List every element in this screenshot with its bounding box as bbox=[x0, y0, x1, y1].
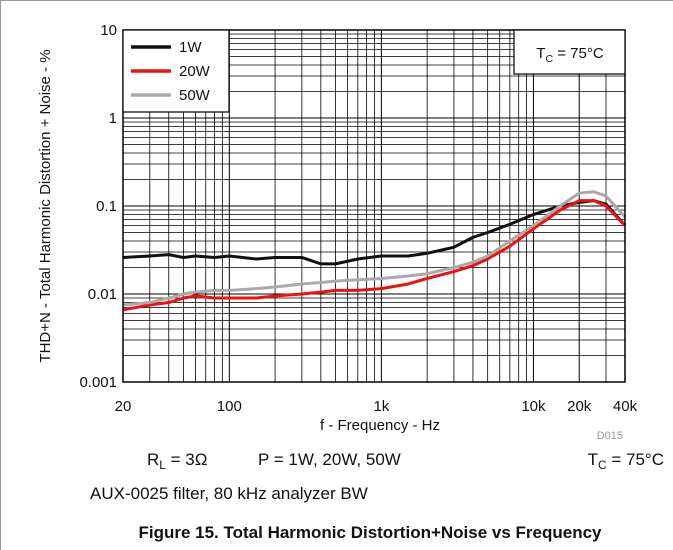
x-tick-label: 20k bbox=[567, 398, 592, 415]
caption: Figure 15. Total Harmonic Distortion+Noi… bbox=[138, 523, 602, 542]
x-tick-label: 20 bbox=[115, 398, 132, 415]
series-line bbox=[122, 190, 627, 307]
rest-text: = 75°C bbox=[553, 45, 604, 62]
legend-label: 20W bbox=[179, 63, 211, 80]
y-tick-label: 0.001 bbox=[79, 374, 117, 391]
main-text: T bbox=[588, 450, 598, 469]
y-tick-label: 0.01 bbox=[88, 286, 117, 303]
subscript: C bbox=[598, 458, 607, 472]
subscript: C bbox=[545, 53, 553, 65]
temp-condition: TC = 75°C bbox=[588, 450, 664, 472]
x-tick-label: 100 bbox=[217, 398, 242, 415]
main-text: T bbox=[536, 45, 545, 62]
power-condition: P = 1W, 20W, 50W bbox=[258, 450, 401, 469]
x-tick-label: 10k bbox=[521, 398, 546, 415]
y-axis-label: THD+N - Total Harmonic Distortion + Nois… bbox=[37, 49, 54, 362]
load-condition: RL = 3Ω bbox=[147, 450, 207, 472]
y-tick-label: 10 bbox=[100, 22, 117, 39]
y-tick-label: 1 bbox=[109, 110, 117, 127]
figure-id: D015 bbox=[597, 430, 623, 442]
subscript: L bbox=[159, 458, 166, 472]
x-axis-label: f - Frequency - Hz bbox=[320, 417, 440, 434]
filter-condition: AUX-0025 filter, 80 kHz analyzer BW bbox=[90, 484, 368, 503]
series-line bbox=[122, 199, 627, 312]
main-text: R bbox=[147, 450, 159, 469]
plot-frame bbox=[122, 29, 626, 383]
x-tick-label: 1k bbox=[373, 398, 389, 415]
legend-label: 50W bbox=[179, 87, 211, 104]
annotation: TC = 75°C bbox=[536, 45, 604, 65]
y-tick-label: 0.1 bbox=[96, 198, 117, 215]
legend-label: 1W bbox=[179, 39, 202, 56]
rest-text: = 3Ω bbox=[166, 450, 208, 469]
x-tick-label: 40k bbox=[613, 398, 638, 415]
annotation-box bbox=[513, 29, 626, 75]
rest-text: = 75°C bbox=[607, 450, 664, 469]
